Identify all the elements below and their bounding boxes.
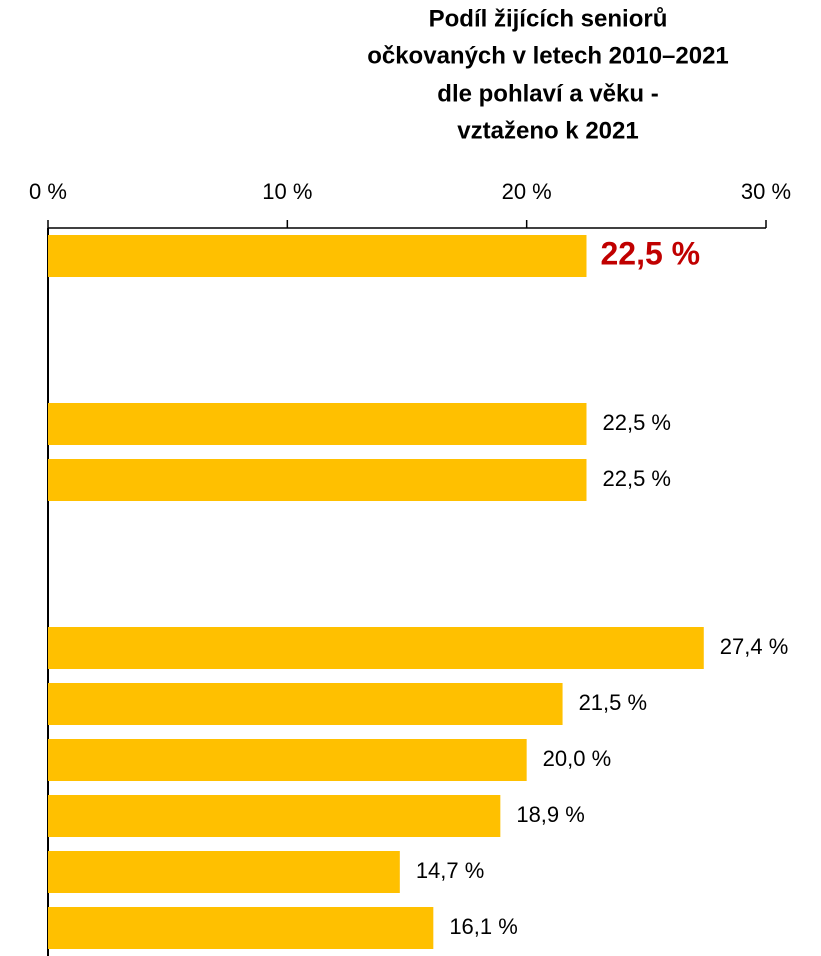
value-label: 22,5 % xyxy=(603,410,672,435)
bar xyxy=(48,907,434,949)
chart-title: Podíl žijících seniorů xyxy=(429,5,668,32)
bar xyxy=(48,459,587,501)
bar xyxy=(48,627,704,669)
chart-title: vztaženo k 2021 xyxy=(457,117,638,144)
value-label: 20,0 % xyxy=(543,746,612,771)
bar xyxy=(48,235,587,277)
chart-title: dle pohlaví a věku - xyxy=(437,80,658,107)
value-label: 18,9 % xyxy=(516,802,585,827)
bar xyxy=(48,739,527,781)
chart-title: očkovaných v letech 2010–2021 xyxy=(367,42,729,69)
bar xyxy=(48,795,501,837)
value-label: 27,4 % xyxy=(720,634,789,659)
value-label: 22,5 % xyxy=(601,235,701,271)
value-label: 21,5 % xyxy=(579,690,648,715)
x-tick-label: 10 % xyxy=(262,179,312,204)
value-label: 14,7 % xyxy=(416,858,485,883)
x-tick-label: 0 % xyxy=(29,179,67,204)
x-tick-label: 20 % xyxy=(502,179,552,204)
value-label: 16,1 % xyxy=(449,914,518,939)
bar xyxy=(48,851,400,893)
value-label: 22,5 % xyxy=(603,466,672,491)
x-tick-label: 30 % xyxy=(741,179,791,204)
bar xyxy=(48,683,563,725)
bar xyxy=(48,403,587,445)
